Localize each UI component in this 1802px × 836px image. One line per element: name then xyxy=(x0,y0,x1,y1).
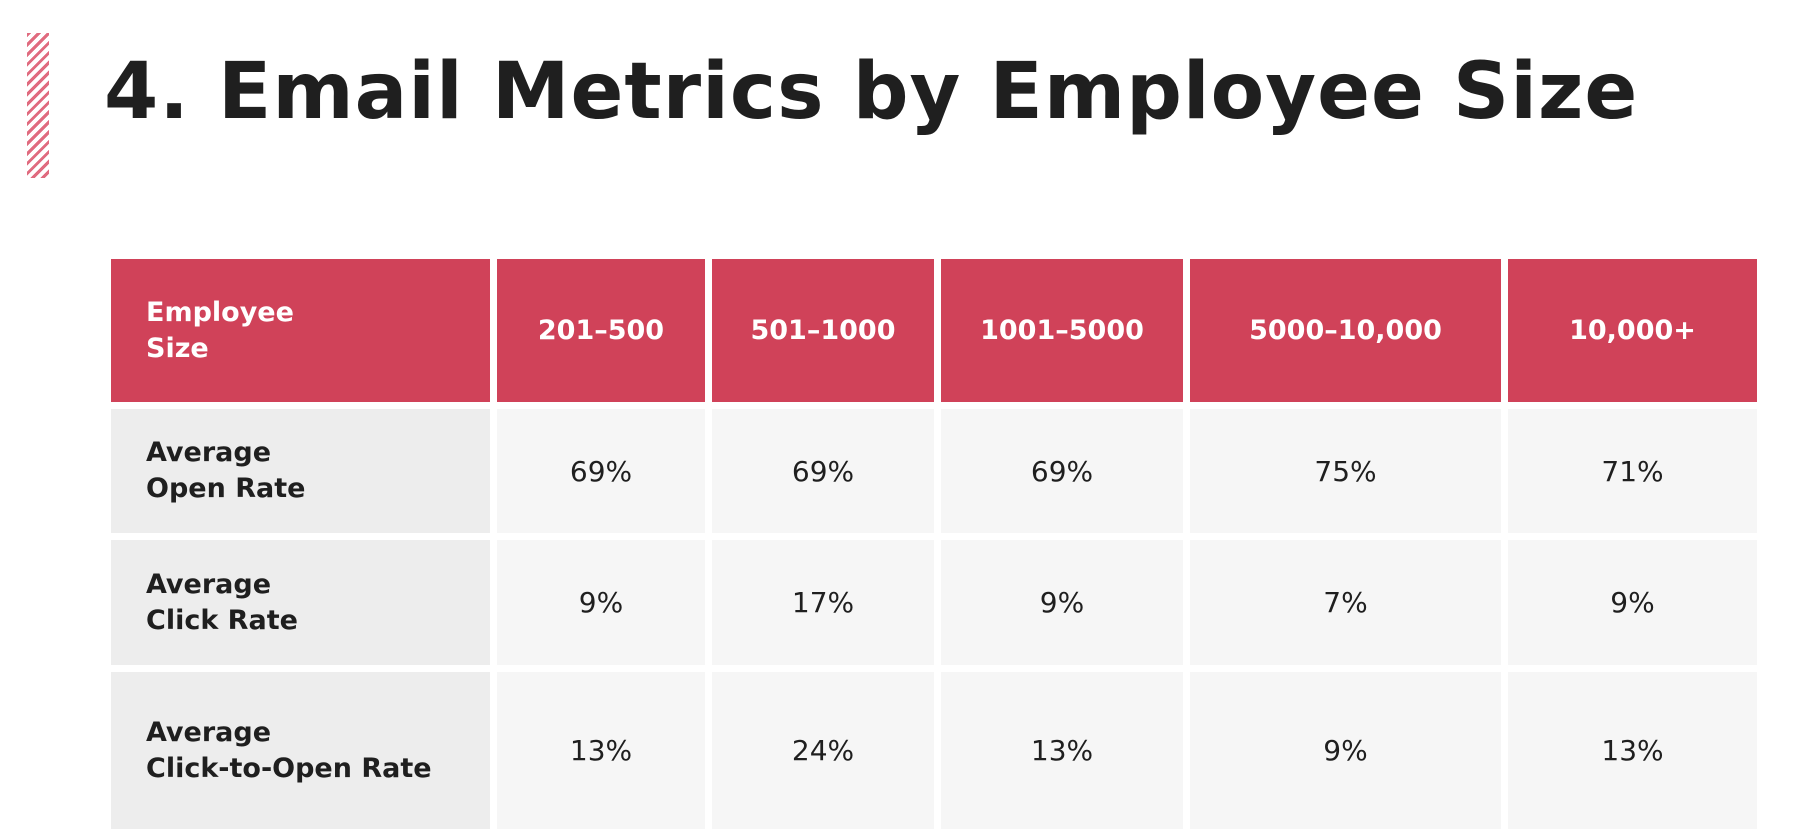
header-label-line: Employee xyxy=(146,296,294,328)
row-label-line: Click Rate xyxy=(146,604,298,636)
table-cell: 9% xyxy=(1508,540,1757,665)
table-cell: 9% xyxy=(941,540,1183,665)
page-title: 4. Email Metrics by Employee Size xyxy=(104,47,1639,137)
table-cell: 7% xyxy=(1190,540,1501,665)
header-column: 1001–5000 xyxy=(941,259,1183,402)
header-column: 10,000+ xyxy=(1508,259,1757,402)
header-column: 201–500 xyxy=(497,259,705,402)
table-cell: 13% xyxy=(497,672,705,829)
table-row: Average Open Rate 69% 69% 69% 75% 71% xyxy=(111,409,1757,533)
row-label-line: Average xyxy=(146,437,272,468)
table-row: Average Click-to-Open Rate 13% 24% 13% 9… xyxy=(111,672,1757,829)
row-label-line: Open Rate xyxy=(146,473,306,504)
header-column: 501–1000 xyxy=(712,259,934,402)
table-row: Average Click Rate 9% 17% 9% 7% 9% xyxy=(111,540,1757,665)
decorative-hatch-stripe xyxy=(27,33,49,178)
table-cell: 9% xyxy=(1190,672,1501,829)
table-cell: 9% xyxy=(497,540,705,665)
email-metrics-table: Employee Size 201–500 501–1000 1001–5000… xyxy=(104,252,1764,836)
row-label-line: Average xyxy=(146,568,272,600)
row-label-click-to-open-rate: Average Click-to-Open Rate xyxy=(111,672,490,829)
row-label-line: Average xyxy=(146,716,272,748)
header-column: 5000–10,000 xyxy=(1190,259,1501,402)
table-cell: 13% xyxy=(1508,672,1757,829)
header-label-line: Size xyxy=(146,332,209,364)
table-cell: 71% xyxy=(1508,409,1757,533)
table-cell: 75% xyxy=(1190,409,1501,533)
table-cell: 17% xyxy=(712,540,934,665)
row-label-click-rate: Average Click Rate xyxy=(111,540,490,665)
table-cell: 69% xyxy=(497,409,705,533)
table-cell: 69% xyxy=(941,409,1183,533)
row-label-open-rate: Average Open Rate xyxy=(111,409,490,533)
table-cell: 13% xyxy=(941,672,1183,829)
table-header-row: Employee Size 201–500 501–1000 1001–5000… xyxy=(111,259,1757,402)
table-cell: 24% xyxy=(712,672,934,829)
table-cell: 69% xyxy=(712,409,934,533)
header-employee-size: Employee Size xyxy=(111,259,490,402)
row-label-line: Click-to-Open Rate xyxy=(146,752,432,784)
